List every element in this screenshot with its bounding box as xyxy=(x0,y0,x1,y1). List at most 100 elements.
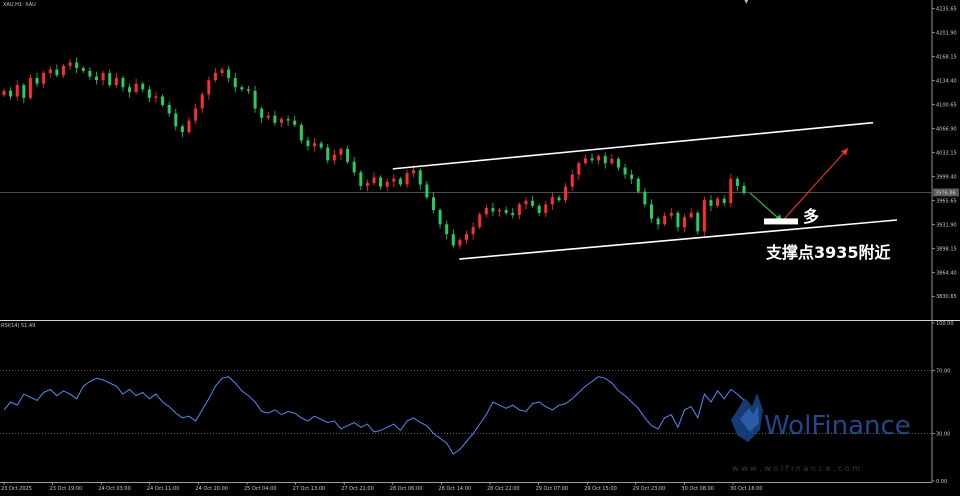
candle xyxy=(207,76,211,100)
price-axis[interactable]: 4235.65 4201.90 4168.15 4134.40 4100.65 4066.… xyxy=(932,7,957,301)
bullish-arrow[interactable] xyxy=(781,147,849,222)
candle xyxy=(511,207,515,219)
bear-candle-body xyxy=(398,178,402,185)
trend-channel[interactable] xyxy=(392,121,898,260)
candle xyxy=(306,136,310,151)
candle xyxy=(48,65,52,79)
candle xyxy=(147,85,151,103)
long-annotation[interactable]: 多 xyxy=(803,207,819,226)
bull-candle-body xyxy=(597,156,601,161)
bear-candle-body xyxy=(623,167,627,175)
candle xyxy=(590,153,594,164)
candle xyxy=(313,138,317,152)
bear-candle-body xyxy=(696,212,700,232)
wolfinance-watermark: WolFinance w w w . w o l f i n a n c e .… xyxy=(731,393,911,473)
bear-candle-body xyxy=(636,178,640,192)
bull-candle-body xyxy=(583,158,587,164)
wolf-logo-icon xyxy=(731,393,763,442)
bull-candle-body xyxy=(570,174,574,187)
candle xyxy=(293,115,297,127)
candle xyxy=(95,71,98,85)
candle xyxy=(339,146,343,160)
bear-candle-body xyxy=(35,77,39,84)
candle xyxy=(465,230,468,245)
candle xyxy=(332,149,336,165)
candle xyxy=(81,65,85,74)
bull-candle-body xyxy=(564,186,568,201)
bull-candle-body xyxy=(48,69,52,74)
support-marker[interactable] xyxy=(764,218,798,225)
bull-candle-body xyxy=(200,94,204,109)
time-axis[interactable]: 23 Oct 2025 23 Oct 19:00 24 Oct 03:00 24 Oc… xyxy=(1,482,763,492)
candle xyxy=(709,195,713,212)
bull-candle-body xyxy=(15,85,19,97)
bull-candle-body xyxy=(478,214,482,228)
bear-candle-body xyxy=(161,96,165,105)
current-price-badge: 3976.86 xyxy=(933,188,959,197)
bull-candle-body xyxy=(194,108,198,121)
bear-candle-body xyxy=(299,124,303,141)
price-tick-label: 3931.90 xyxy=(936,222,957,228)
price-tick-label: 4235.65 xyxy=(936,7,957,13)
bear-candle-body xyxy=(676,212,680,228)
candle xyxy=(630,169,634,185)
time-tick-label: 30 Oct 16:00 xyxy=(730,486,763,492)
bear-candle-body xyxy=(630,174,634,179)
bear-candle-body xyxy=(326,147,330,161)
time-tick-label: 24 Oct 20:00 xyxy=(195,486,228,492)
bear-candle-body xyxy=(557,197,561,201)
price-tick-label: 4201.90 xyxy=(936,31,957,37)
candle xyxy=(141,81,145,93)
bull-candle-body xyxy=(544,204,548,213)
bull-candle-body xyxy=(101,73,105,81)
candle xyxy=(570,169,574,191)
candle xyxy=(68,58,72,71)
forecast-arrows[interactable] xyxy=(749,147,849,225)
bull-candle-body xyxy=(458,239,462,246)
candle xyxy=(742,182,746,196)
price-tick-label: 4134.40 xyxy=(936,79,957,85)
candle xyxy=(200,92,204,113)
price-tick-label: 3999.40 xyxy=(936,174,957,180)
bear-candle-body xyxy=(643,191,647,205)
candle xyxy=(246,85,250,94)
candle xyxy=(61,63,65,79)
time-tick-label: 24 Oct 11:00 xyxy=(147,486,180,492)
time-tick-label: 29 Oct 23:00 xyxy=(633,486,666,492)
channel-lower-line[interactable] xyxy=(459,219,898,260)
bull-candle-body xyxy=(280,119,283,123)
time-tick-label: 23 Oct 2025 xyxy=(1,486,32,492)
candle xyxy=(194,103,198,124)
scroll-marker-icon[interactable]: ▼ xyxy=(744,0,749,5)
candle xyxy=(636,176,640,194)
candle xyxy=(616,156,620,171)
channel-upper-line[interactable] xyxy=(392,121,874,170)
candle xyxy=(15,80,19,101)
candle xyxy=(564,183,568,204)
candle xyxy=(22,82,26,104)
bull-candle-body xyxy=(405,173,409,185)
candle xyxy=(372,172,376,186)
wolfinance-brand-text: WolFinance xyxy=(764,411,911,441)
candle xyxy=(656,216,660,230)
bull-candle-body xyxy=(716,198,720,206)
candle xyxy=(597,153,601,165)
candle xyxy=(431,192,435,214)
support-annotation[interactable]: 支撑点3935附近 xyxy=(765,243,891,262)
bear-candle-body xyxy=(260,108,264,118)
bull-candle-body xyxy=(134,83,138,93)
bull-candle-body xyxy=(524,200,528,205)
candle xyxy=(577,161,581,180)
candle xyxy=(280,117,283,127)
bearish-arrow[interactable] xyxy=(749,192,783,222)
price-tick-label: 4100.65 xyxy=(936,103,957,109)
bear-candle-body xyxy=(293,120,297,125)
bull-candle-body xyxy=(471,227,475,235)
candle xyxy=(498,207,502,217)
candle xyxy=(603,152,607,169)
bear-candle-body xyxy=(438,210,442,225)
candle xyxy=(260,106,264,124)
rsi-tick-label: 30.00 xyxy=(936,432,950,438)
